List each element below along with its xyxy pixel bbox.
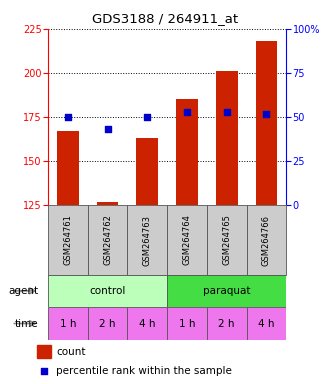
Point bbox=[145, 114, 150, 120]
Text: 1 h: 1 h bbox=[179, 318, 195, 329]
Text: 2 h: 2 h bbox=[218, 318, 235, 329]
Point bbox=[184, 109, 190, 115]
Bar bbox=[57, 131, 79, 205]
Text: percentile rank within the sample: percentile rank within the sample bbox=[56, 366, 232, 376]
FancyBboxPatch shape bbox=[167, 275, 286, 307]
Text: 1 h: 1 h bbox=[60, 318, 76, 329]
Text: GSM264762: GSM264762 bbox=[103, 215, 112, 265]
Text: 2 h: 2 h bbox=[99, 318, 116, 329]
Text: GSM264764: GSM264764 bbox=[182, 215, 192, 265]
Point bbox=[264, 111, 269, 117]
FancyBboxPatch shape bbox=[127, 307, 167, 340]
FancyBboxPatch shape bbox=[247, 307, 286, 340]
Text: paraquat: paraquat bbox=[203, 286, 251, 296]
Point bbox=[105, 126, 110, 132]
Bar bbox=[216, 71, 238, 205]
Point bbox=[42, 368, 47, 374]
FancyBboxPatch shape bbox=[48, 307, 88, 340]
FancyBboxPatch shape bbox=[48, 205, 88, 275]
Text: time: time bbox=[15, 318, 38, 329]
FancyBboxPatch shape bbox=[167, 205, 207, 275]
FancyBboxPatch shape bbox=[127, 205, 167, 275]
FancyBboxPatch shape bbox=[247, 205, 286, 275]
Bar bbox=[37, 345, 51, 358]
Bar bbox=[97, 202, 118, 205]
FancyBboxPatch shape bbox=[48, 275, 167, 307]
Text: count: count bbox=[56, 346, 86, 356]
FancyBboxPatch shape bbox=[88, 307, 127, 340]
Text: GSM264766: GSM264766 bbox=[262, 215, 271, 265]
Bar bbox=[256, 41, 277, 205]
Bar bbox=[176, 99, 198, 205]
Text: control: control bbox=[89, 286, 126, 296]
FancyBboxPatch shape bbox=[207, 307, 247, 340]
Text: GSM264763: GSM264763 bbox=[143, 215, 152, 265]
FancyBboxPatch shape bbox=[167, 307, 207, 340]
Text: GDS3188 / 264911_at: GDS3188 / 264911_at bbox=[92, 12, 239, 25]
Text: 4 h: 4 h bbox=[258, 318, 275, 329]
Text: GSM264765: GSM264765 bbox=[222, 215, 231, 265]
Text: agent: agent bbox=[8, 286, 38, 296]
Bar bbox=[136, 138, 158, 205]
Text: GSM264761: GSM264761 bbox=[63, 215, 72, 265]
FancyBboxPatch shape bbox=[207, 205, 247, 275]
Point bbox=[65, 114, 71, 120]
Point bbox=[224, 109, 229, 115]
Text: 4 h: 4 h bbox=[139, 318, 156, 329]
FancyBboxPatch shape bbox=[88, 205, 127, 275]
